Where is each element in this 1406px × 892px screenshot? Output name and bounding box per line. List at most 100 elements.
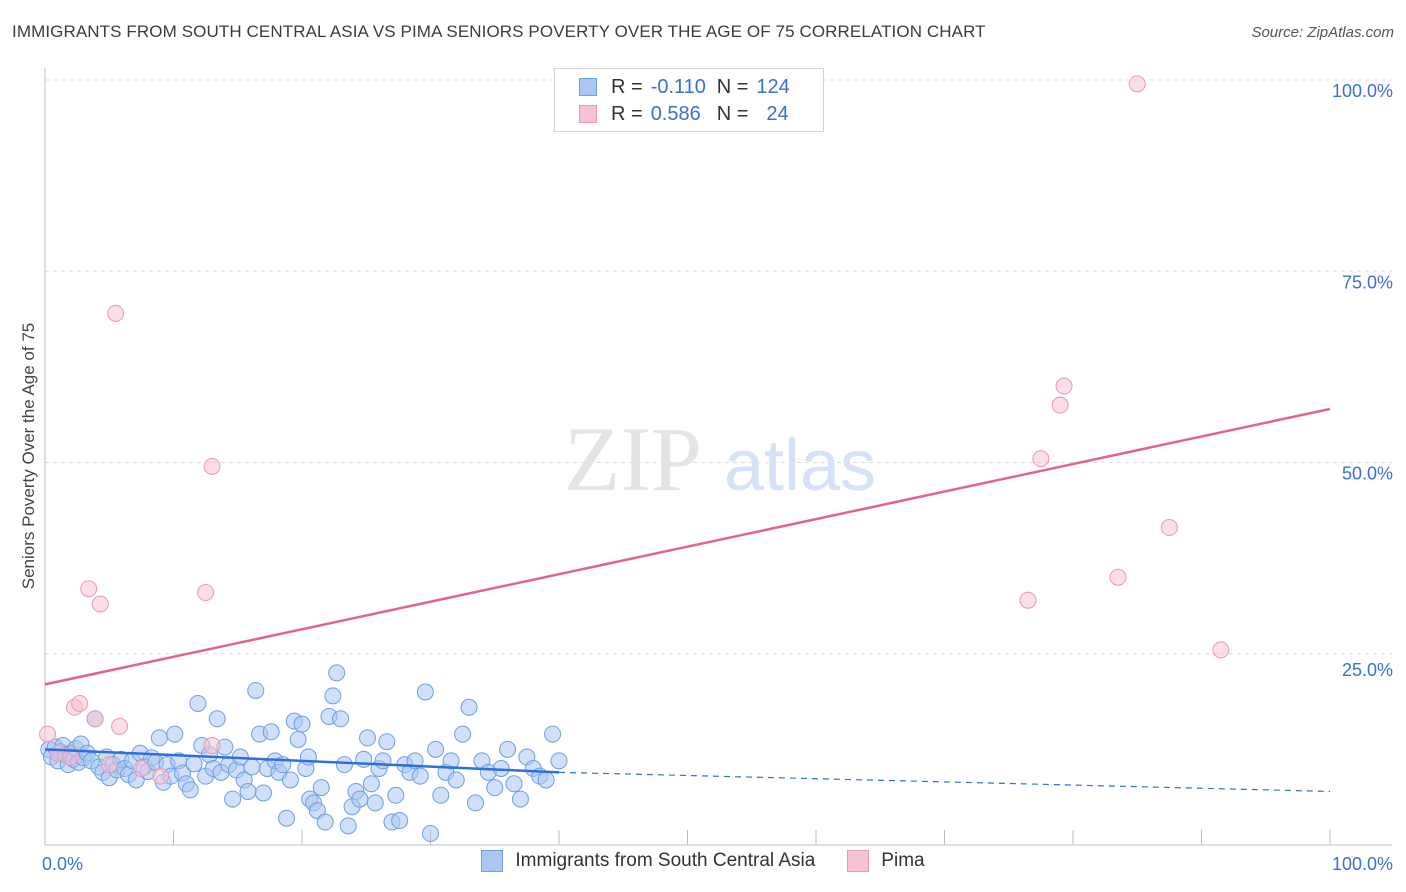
trend-line-immigrants-projection xyxy=(558,771,1331,793)
trend-line-immigrants xyxy=(44,748,560,774)
data-point xyxy=(254,784,272,802)
data-point xyxy=(224,790,242,808)
grid-lines xyxy=(45,79,1392,655)
data-point xyxy=(262,723,280,741)
data-point xyxy=(293,715,311,733)
y-tick-label: 75.0% xyxy=(1342,272,1393,292)
data-point xyxy=(166,725,184,743)
data-point xyxy=(505,775,523,793)
data-point xyxy=(91,595,109,613)
y-tick-label: 100.0% xyxy=(1332,81,1393,101)
chart-title: IMMIGRANTS FROM SOUTH CENTRAL ASIA VS PI… xyxy=(12,22,986,41)
legend-r-label: R = xyxy=(611,75,643,98)
data-point xyxy=(289,730,307,748)
legend-swatch-pima xyxy=(579,105,597,123)
y-tick-label: 50.0% xyxy=(1342,464,1393,484)
data-point xyxy=(387,786,405,804)
data-point xyxy=(1212,641,1230,659)
legend-n-label: N = xyxy=(716,75,749,98)
data-point xyxy=(432,786,450,804)
data-point xyxy=(197,584,215,602)
data-point xyxy=(460,698,478,716)
data-point xyxy=(185,755,203,773)
data-point xyxy=(1160,519,1178,537)
data-point xyxy=(324,687,342,705)
data-point xyxy=(454,725,472,743)
data-point xyxy=(1032,450,1050,468)
tick-labels: 25.0% 50.0% 75.0% 100.0% 0.0% 100.0% xyxy=(42,81,1393,874)
y-tick-label: 25.0% xyxy=(1342,660,1393,680)
data-point xyxy=(328,664,346,682)
data-point xyxy=(132,760,150,777)
data-point xyxy=(189,694,207,712)
data-point xyxy=(150,729,168,747)
data-point xyxy=(362,775,380,793)
legend-label: Immigrants from South Central Asia xyxy=(515,850,816,871)
data-point xyxy=(181,781,199,799)
data-point xyxy=(107,304,125,322)
data-point xyxy=(359,729,377,747)
data-point xyxy=(243,758,261,776)
data-point xyxy=(351,790,369,808)
watermark-atlas: atlas xyxy=(724,426,876,506)
data-point xyxy=(281,771,299,789)
data-point xyxy=(442,752,460,770)
data-point xyxy=(416,683,434,701)
data-point xyxy=(152,767,170,785)
data-point xyxy=(239,782,257,800)
legend-row-pima: R = 0.586 N = 24 xyxy=(579,101,789,127)
legend-label: Pima xyxy=(881,850,925,871)
legend-row-immigrants: R = -0.110 N = 124 xyxy=(579,74,790,100)
series-immigrants-points xyxy=(40,664,568,843)
data-point xyxy=(411,767,429,785)
legend-swatch xyxy=(847,850,870,872)
legend-r-value: 0.586 xyxy=(650,102,701,125)
data-point xyxy=(366,794,384,812)
legend-n-value: 24 xyxy=(766,102,789,125)
data-point xyxy=(335,756,353,774)
data-point xyxy=(486,779,504,797)
data-point xyxy=(203,457,221,475)
data-point xyxy=(427,740,445,758)
data-point xyxy=(1019,591,1037,609)
series-pima-points xyxy=(39,75,1230,785)
data-point xyxy=(374,752,392,770)
data-point xyxy=(537,771,555,789)
data-point xyxy=(1055,377,1073,395)
data-point xyxy=(339,817,357,835)
data-point xyxy=(71,694,89,712)
data-point xyxy=(100,756,118,774)
data-point xyxy=(1109,568,1127,586)
watermark-zip: ZIP xyxy=(564,408,702,510)
x-tick-label: 100.0% xyxy=(1332,854,1393,874)
data-point xyxy=(247,681,265,699)
series-legend: Immigrants from South Central Asia Pima xyxy=(0,850,1406,872)
data-point xyxy=(511,790,529,808)
data-point xyxy=(278,809,296,827)
legend-swatch-immigrants xyxy=(579,78,597,96)
legend-item-immigrants[interactable]: Immigrants from South Central Asia xyxy=(481,850,815,872)
trend-line-pima xyxy=(44,407,1331,686)
data-point xyxy=(332,710,350,728)
data-point xyxy=(1051,396,1069,414)
data-point xyxy=(80,580,98,598)
source-label: Source: ZipAtlas.com xyxy=(1251,24,1394,41)
correlation-legend: R = -0.110 N = 124 R = 0.586 N = 24 xyxy=(554,68,824,132)
legend-n-label: N = xyxy=(716,102,749,125)
legend-r-label: R = xyxy=(611,102,643,125)
data-point xyxy=(62,748,80,766)
watermark: ZIP atlas xyxy=(564,408,876,510)
axes xyxy=(44,68,1392,846)
data-point xyxy=(391,812,409,830)
data-point xyxy=(550,752,568,770)
data-point xyxy=(466,794,484,812)
legend-item-pima[interactable]: Pima xyxy=(847,850,925,872)
data-point xyxy=(312,779,330,797)
legend-n-value: 124 xyxy=(756,75,790,98)
trend-lines xyxy=(44,407,1331,793)
data-point xyxy=(422,825,439,843)
data-point xyxy=(316,813,334,831)
data-point xyxy=(39,725,57,743)
data-point xyxy=(378,733,396,751)
